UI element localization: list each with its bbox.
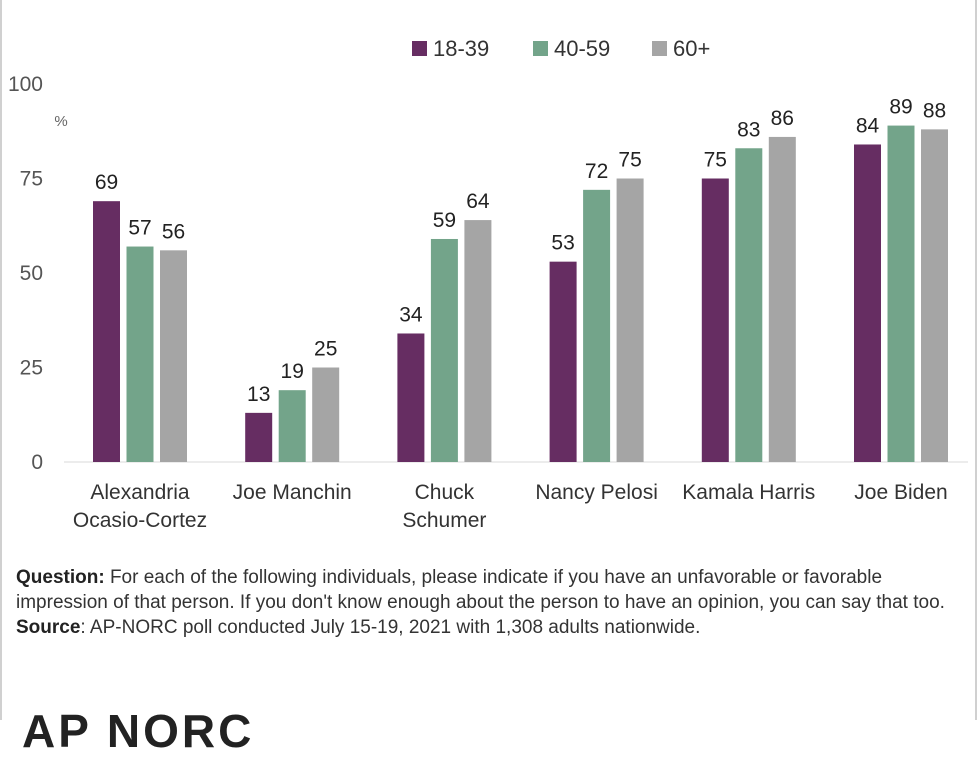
- category-label: Nancy Pelosi: [535, 481, 658, 504]
- category-label: Chuck: [415, 481, 475, 504]
- data-label: 83: [737, 118, 760, 141]
- category-label: Ocasio-Cortez: [73, 509, 207, 532]
- bar: [245, 412, 273, 462]
- y-tick-label: 100: [8, 73, 43, 96]
- category-label: Joe Manchin: [233, 481, 352, 504]
- question-text: For each of the following individuals, p…: [16, 567, 945, 613]
- bar: [921, 129, 948, 463]
- data-label: 56: [162, 220, 185, 243]
- bar: [430, 238, 458, 462]
- data-label: 89: [889, 96, 912, 119]
- y-tick-label: 75: [20, 168, 43, 191]
- category-label: Alexandria: [90, 481, 190, 504]
- right-border: [975, 0, 977, 720]
- bar: [616, 178, 644, 462]
- bar: [93, 201, 120, 462]
- legend-swatch: [412, 41, 427, 56]
- source-note: Source: AP-NORC poll conducted July 15-1…: [16, 615, 966, 640]
- data-label: 57: [128, 217, 151, 240]
- bar: [854, 144, 881, 463]
- data-label: 75: [704, 149, 727, 172]
- legend-swatch: [652, 41, 667, 56]
- source-label: Source: [16, 617, 81, 638]
- ap-norc-logo: AP NORC: [22, 705, 255, 757]
- data-label: 13: [247, 383, 270, 406]
- legend-label: 40-59: [554, 36, 610, 61]
- bar: [126, 246, 154, 462]
- bar: [887, 125, 915, 462]
- question-label: Question:: [16, 567, 105, 588]
- y-tick-label: 50: [20, 262, 43, 285]
- bar: [735, 148, 763, 462]
- data-label: 69: [95, 171, 118, 194]
- data-label: 64: [466, 190, 490, 213]
- bar: [464, 220, 492, 462]
- data-label: 34: [399, 303, 423, 326]
- question-note: Question: For each of the following indi…: [16, 565, 966, 615]
- category-label: Schumer: [402, 509, 486, 532]
- data-label: 59: [433, 209, 456, 232]
- left-border: [0, 0, 2, 720]
- data-label: 53: [551, 232, 574, 255]
- legend-label: 18-39: [433, 36, 489, 61]
- data-label: 75: [618, 149, 641, 172]
- bar: [701, 178, 729, 462]
- y-tick-label: 25: [20, 357, 43, 380]
- bar: [549, 261, 577, 462]
- legend-swatch: [533, 41, 548, 56]
- bar: [397, 333, 425, 462]
- data-label: 25: [314, 338, 337, 361]
- data-label: 86: [771, 107, 794, 130]
- category-label: Kamala Harris: [682, 481, 815, 504]
- legend-label: 60+: [673, 36, 710, 61]
- bar-chart: 0 25 50 75 100% 69 57 56 Alexandria Ocasio-Cortez…: [8, 36, 968, 532]
- source-text: : AP-NORC poll conducted July 15-19, 202…: [80, 617, 701, 638]
- data-label: 84: [856, 114, 880, 137]
- bar: [278, 390, 306, 462]
- data-label: 88: [923, 99, 946, 122]
- y-unit-label: %: [54, 113, 67, 130]
- bar: [312, 367, 340, 462]
- bar: [160, 250, 187, 462]
- data-label: 72: [585, 160, 608, 183]
- category-label: Joe Biden: [854, 481, 947, 504]
- data-label: 19: [281, 360, 304, 383]
- bar: [768, 136, 796, 463]
- y-tick-label: 0: [31, 451, 43, 474]
- chart-notes: Question: For each of the following indi…: [16, 565, 966, 640]
- bar: [583, 189, 611, 462]
